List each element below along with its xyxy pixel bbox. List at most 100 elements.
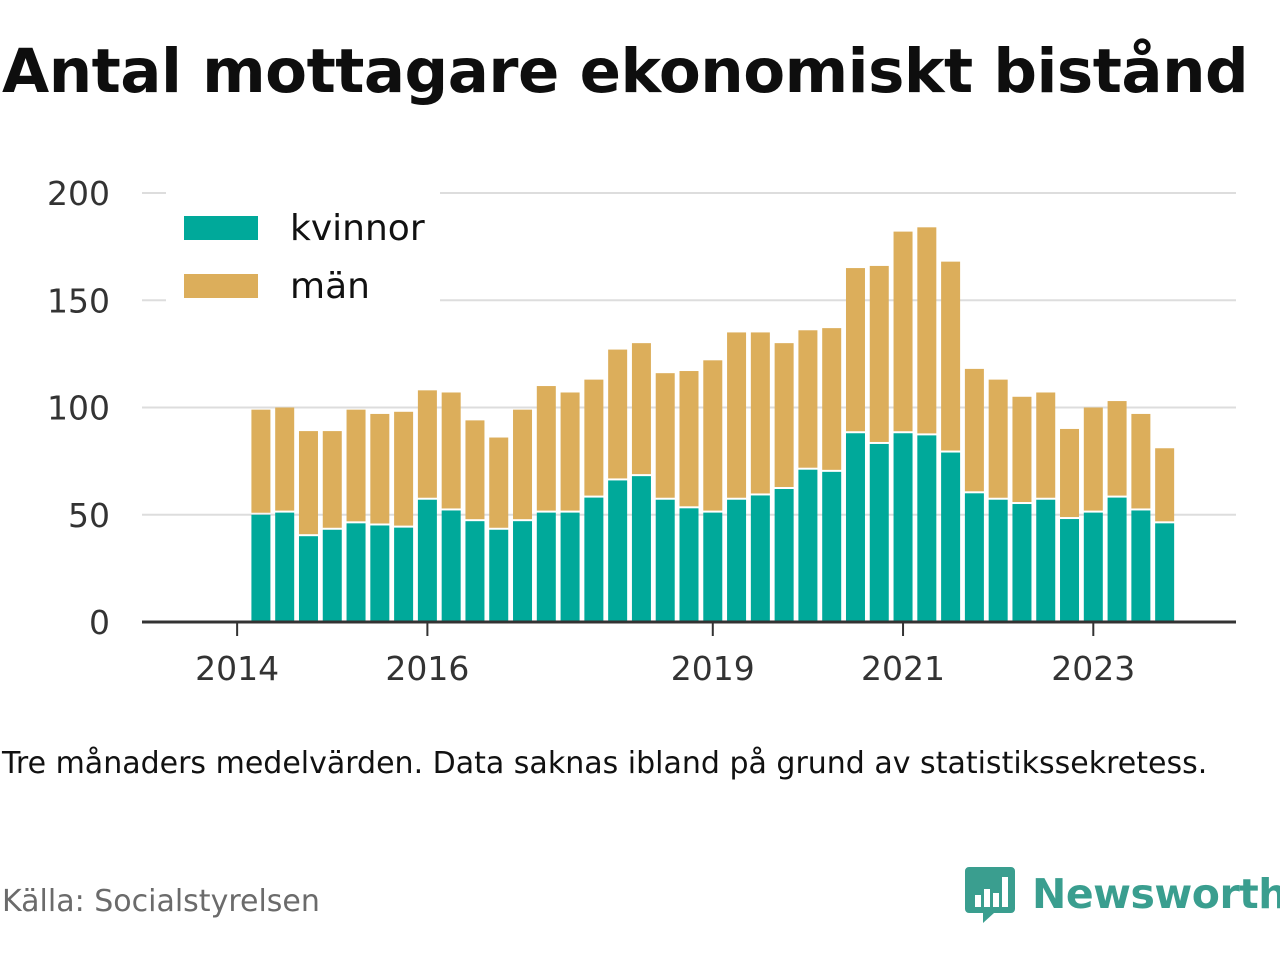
bar-kvinnor	[703, 512, 723, 622]
bar-man	[655, 373, 675, 498]
bar-man	[631, 343, 651, 475]
bar-man	[988, 379, 1008, 498]
bar-kvinnor	[1107, 497, 1127, 622]
bar-man	[417, 390, 437, 498]
bar-man	[465, 420, 485, 520]
y-tick-label: 0	[89, 603, 110, 642]
bar-kvinnor	[275, 512, 295, 622]
x-axis: 2014 2016 2019 2021 2023	[142, 620, 1236, 688]
y-axis-ticks: 0 50 100 150 200	[47, 174, 110, 642]
bar-man	[251, 409, 271, 513]
bar-kvinnor	[869, 443, 889, 622]
bar-man	[703, 360, 723, 511]
bar-kvinnor	[988, 499, 1008, 622]
bar-man	[1012, 396, 1032, 503]
x-tick-label: 2014	[195, 649, 279, 688]
bar-man	[536, 386, 556, 511]
bar-man	[298, 431, 318, 535]
bar-kvinnor	[346, 523, 366, 622]
bar-kvinnor	[608, 480, 628, 622]
bar-kvinnor	[394, 527, 414, 622]
bar-man	[513, 409, 533, 520]
bar-man	[941, 261, 961, 451]
bar-man	[798, 330, 818, 468]
bar-man	[1107, 401, 1127, 496]
bar-man	[394, 411, 414, 526]
bar-kvinnor	[655, 499, 675, 622]
bar-kvinnor	[513, 521, 533, 622]
bar-kvinnor	[584, 497, 604, 622]
bar-man	[845, 268, 865, 432]
bar-kvinnor	[560, 512, 580, 622]
bar-kvinnor	[1131, 510, 1151, 622]
chart-title: Antal mottagare ekonomiskt bistånd	[2, 36, 1249, 107]
bar-man	[917, 227, 937, 434]
bar-kvinnor	[536, 512, 556, 622]
bar-man	[489, 437, 509, 528]
bar-man	[560, 392, 580, 511]
bar-man	[1155, 448, 1175, 522]
bar-man	[441, 392, 461, 509]
bar-kvinnor	[251, 514, 271, 622]
bar-kvinnor	[964, 493, 984, 622]
bar-kvinnor	[298, 536, 318, 622]
bar-kvinnor	[845, 433, 865, 622]
y-tick-label: 150	[47, 281, 110, 320]
x-tick-label: 2016	[385, 649, 469, 688]
x-tick-label: 2019	[671, 649, 755, 688]
legend-swatch	[184, 216, 258, 240]
bar-man	[1131, 413, 1151, 509]
bar-man	[893, 231, 913, 432]
bar-man	[608, 349, 628, 479]
bar-kvinnor	[1012, 504, 1032, 622]
bar-kvinnor	[822, 471, 842, 622]
bar-man	[727, 332, 747, 498]
legend-label: kvinnor	[290, 208, 425, 249]
bar-man	[774, 343, 794, 488]
bar-kvinnor	[679, 508, 699, 622]
bar-man	[679, 371, 699, 507]
bar-kvinnor	[417, 499, 437, 622]
bar-kvinnor	[489, 529, 509, 622]
x-tick-label: 2023	[1051, 649, 1135, 688]
x-tick-label: 2021	[861, 649, 945, 688]
bar-kvinnor	[727, 499, 747, 622]
bar-kvinnor	[370, 525, 390, 622]
legend-swatch	[184, 274, 258, 298]
bar-man	[346, 409, 366, 522]
bar-man	[1060, 428, 1080, 518]
bar-kvinnor	[774, 489, 794, 622]
brand-name: Newsworthy	[1032, 870, 1280, 918]
brand-logo: Newsworthy	[964, 862, 1280, 926]
bars	[251, 227, 1175, 622]
bar-kvinnor	[1083, 512, 1103, 622]
bar-man	[275, 407, 295, 511]
legend-label: män	[290, 266, 370, 307]
y-tick-label: 100	[47, 389, 110, 428]
stacked-bar-chart: 0 50 100 150 200 2014 2016 2019 2021 2023 kvinno…	[47, 174, 1236, 688]
source-credit: Källa: Socialstyrelsen	[2, 884, 320, 919]
bar-man	[370, 413, 390, 524]
bar-kvinnor	[917, 435, 937, 622]
bar-kvinnor	[1155, 523, 1175, 622]
bar-kvinnor	[322, 529, 342, 622]
bar-man	[1083, 407, 1103, 511]
bar-man	[869, 265, 889, 442]
bar-kvinnor	[1060, 519, 1080, 622]
bar-man	[822, 328, 842, 470]
bar-kvinnor	[1036, 499, 1056, 622]
y-tick-label: 200	[47, 174, 110, 213]
bar-kvinnor	[798, 469, 818, 622]
bar-man	[584, 379, 604, 496]
bar-kvinnor	[631, 476, 651, 622]
bar-kvinnor	[941, 452, 961, 622]
bar-kvinnor	[465, 521, 485, 622]
bar-man	[322, 431, 342, 528]
bar-man	[750, 332, 770, 494]
bar-man	[1036, 392, 1056, 498]
bar-kvinnor	[750, 495, 770, 622]
bar-man	[964, 368, 984, 492]
bar-kvinnor	[893, 433, 913, 622]
bar-chart-speech-bubble-icon	[965, 867, 1015, 923]
y-tick-label: 50	[68, 496, 110, 535]
